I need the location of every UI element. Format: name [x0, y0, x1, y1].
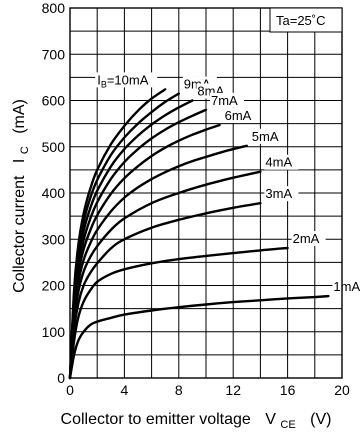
x-axis-subscript: CE — [280, 419, 295, 431]
x-tick-label: 4 — [121, 382, 129, 398]
x-axis-symbol: V — [265, 411, 276, 428]
series-label-bg — [95, 72, 158, 88]
series-label-bg — [332, 279, 360, 295]
y-tick-label: 200 — [42, 278, 66, 294]
annotation-box — [269, 7, 343, 33]
curve-labels: IB=10mA9mA8mA7mA6mA5mA4mA3mA2mA1mA — [95, 72, 360, 295]
x-axis-unit: (V) — [310, 411, 331, 428]
y-tick-label: 300 — [42, 231, 66, 247]
series-label-bg — [250, 128, 285, 144]
series-label: 7mA — [211, 93, 238, 108]
x-tick-label: 20 — [334, 382, 350, 398]
curves — [68, 88, 330, 380]
series-label: 4mA — [265, 155, 292, 170]
series-line-10 — [68, 294, 330, 380]
series-label: 3mA — [265, 186, 292, 201]
series-line-7 — [68, 170, 262, 380]
x-tick-label: 0 — [66, 382, 74, 398]
x-tick-label: 12 — [225, 382, 241, 398]
y-axis-label-text: Collector current — [11, 175, 28, 293]
x-tick-label: 16 — [280, 382, 296, 398]
y-axis-symbol: I — [11, 159, 28, 163]
series-label-sub: B — [101, 79, 107, 89]
series-label-bg — [210, 92, 244, 108]
x-axis-label-text: Collector to emitter voltage — [61, 411, 251, 428]
series-label-bg — [223, 108, 258, 124]
series-line-9 — [68, 246, 289, 380]
series-label-suffix: =10mA — [107, 72, 149, 87]
y-tick-label: 700 — [42, 46, 66, 62]
series-line-8 — [68, 202, 262, 380]
series-label: 2mA — [293, 231, 320, 246]
series-label: 1mA — [333, 279, 360, 294]
y-axis-subscript: C — [19, 146, 31, 154]
y-tick-label: 400 — [42, 185, 66, 201]
series-label: IB=10mA — [97, 72, 149, 89]
y-tick-label: 0 — [57, 370, 65, 386]
series-label-bg — [264, 186, 299, 202]
series-line-6 — [68, 144, 248, 380]
series-label-bg — [264, 154, 299, 170]
series-label: 5mA — [252, 129, 279, 144]
y-tick-label: 600 — [42, 93, 66, 109]
plot-frame — [69, 7, 343, 379]
series-label-prefix: I — [97, 72, 101, 87]
series-label-bg — [291, 231, 326, 247]
y-tick-label: 500 — [42, 139, 66, 155]
y-tick-label: 800 — [42, 0, 66, 16]
series-line-5 — [68, 123, 221, 380]
annotation: Ta=25˚C — [276, 13, 326, 28]
x-tick-label: 8 — [175, 382, 183, 398]
y-axis-label: Collector current I C (mA) — [11, 99, 32, 293]
y-axis-unit: (mA) — [11, 99, 28, 134]
x-axis-label: Collector to emitter voltage V CE (V) — [61, 411, 332, 432]
y-tick-label: 100 — [42, 324, 66, 340]
series-label: 6mA — [225, 108, 252, 123]
